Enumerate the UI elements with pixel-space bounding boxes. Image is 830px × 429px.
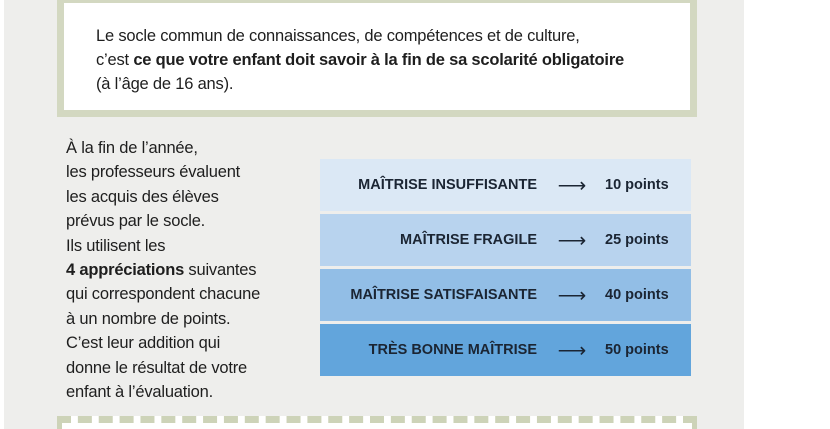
text-line: prévus par le socle. — [66, 212, 206, 231]
explanation-text: À la fin de l’année, les professeurs éva… — [66, 136, 260, 404]
intro-line: (à l’âge de 16 ans). — [96, 75, 234, 93]
level-points: 50 points — [605, 342, 669, 358]
level-points: 25 points — [605, 232, 669, 248]
level-row: MAÎTRISE SATISFAISANTE ⟶ 40 points — [320, 269, 691, 321]
levels-table: MAÎTRISE INSUFFISANTE ⟶ 10 points MAÎTRISE… — [320, 159, 691, 379]
level-label: TRÈS BONNE MAÎTRISE — [368, 342, 537, 358]
level-points: 10 points — [605, 177, 669, 193]
arrow-icon: ⟶ — [557, 284, 587, 307]
text-line: suivantes — [184, 261, 257, 280]
text-line: qui correspondent chacune — [66, 285, 261, 304]
level-row: MAÎTRISE INSUFFISANTE ⟶ 10 points — [320, 159, 691, 211]
level-row: MAÎTRISE FRAGILE ⟶ 25 points — [320, 214, 691, 266]
text-line: les acquis des élèves — [66, 187, 219, 206]
arrow-icon: ⟶ — [557, 174, 587, 197]
text-line: les professeurs évaluent — [66, 163, 241, 182]
text-line: Ils utilisent les — [66, 236, 166, 255]
level-label: MAÎTRISE INSUFFISANTE — [358, 177, 537, 193]
level-row: TRÈS BONNE MAÎTRISE ⟶ 50 points — [320, 324, 691, 376]
level-label: MAÎTRISE FRAGILE — [400, 232, 537, 248]
text-line: C’est leur addition qui — [66, 334, 221, 353]
intro-line: c’est — [96, 51, 134, 69]
arrow-icon: ⟶ — [557, 339, 587, 362]
text-line: enfant à l’évaluation. — [66, 383, 213, 402]
text-line: donne le résultat de votre — [66, 358, 248, 377]
intro-line: Le socle commun de connaissances, de com… — [96, 27, 580, 45]
intro-box: Le socle commun de connaissances, de com… — [57, 0, 697, 117]
text-line: À la fin de l’année, — [66, 139, 198, 157]
arrow-icon: ⟶ — [557, 229, 587, 252]
level-label: MAÎTRISE SATISFAISANTE — [350, 287, 537, 303]
intro-text: Le socle commun de connaissances, de com… — [96, 24, 624, 96]
intro-bold: ce que votre enfant doit savoir à la fin… — [133, 51, 625, 69]
level-points: 40 points — [605, 287, 669, 303]
text-line: à un nombre de points. — [66, 309, 231, 328]
dashed-box — [57, 416, 697, 429]
text-bold: 4 appréciations — [66, 261, 185, 280]
